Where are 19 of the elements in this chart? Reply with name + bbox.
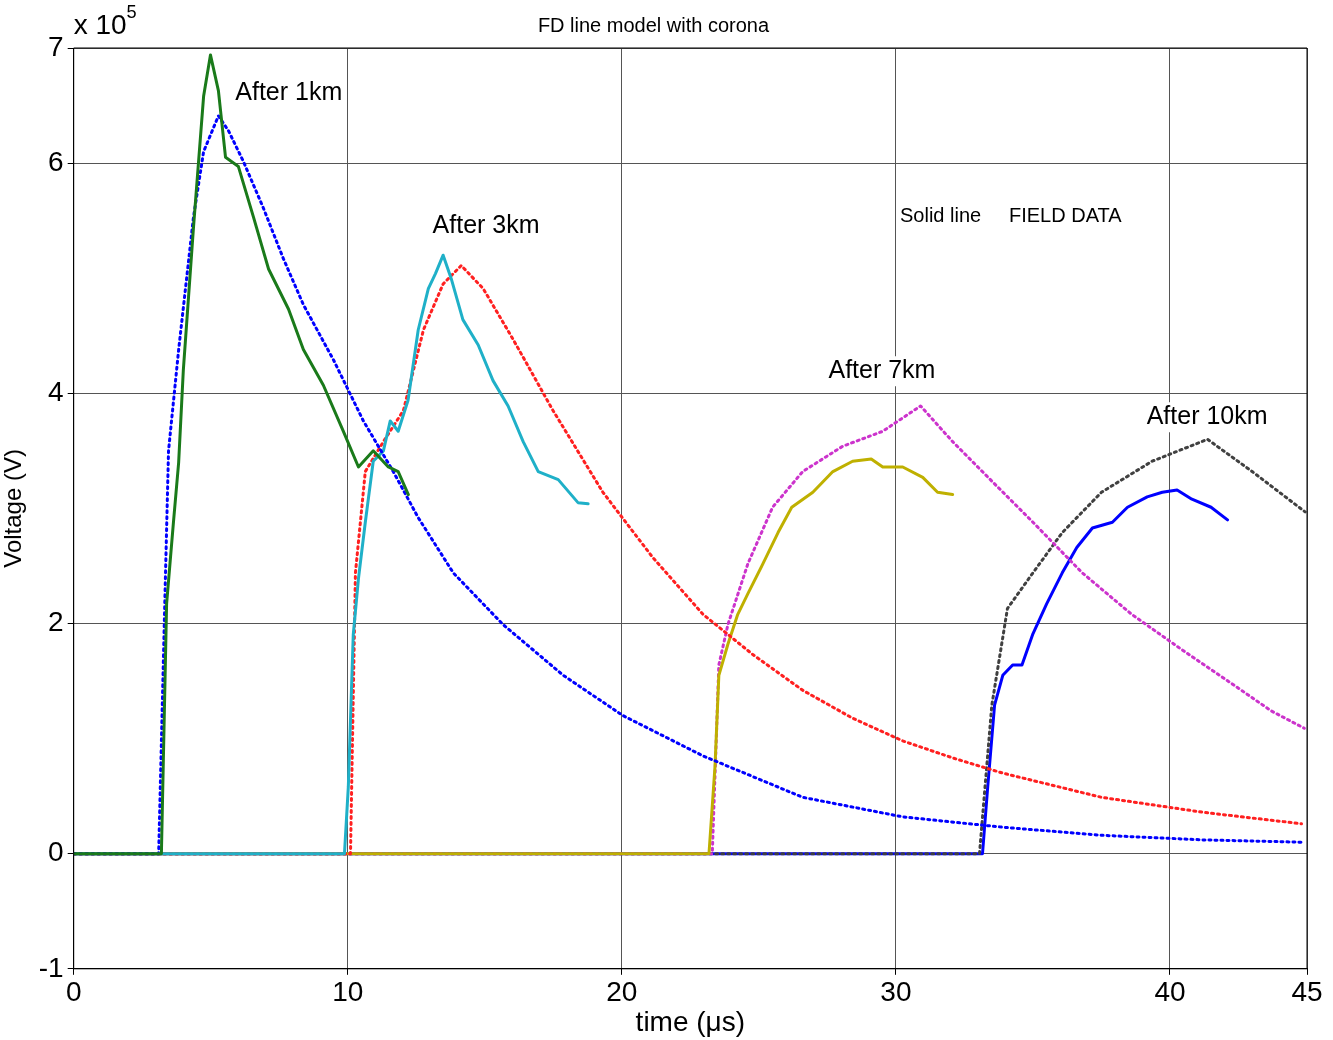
x-tick-label: 20 (606, 976, 638, 1008)
annotation: After 3km (432, 209, 540, 238)
x-tick-label: 30 (880, 976, 912, 1008)
x-axis-title: time (μs) (635, 1005, 746, 1037)
y-tick-label: 7 (48, 30, 64, 62)
y-tick-label: -1 (38, 951, 64, 983)
annotation: Solid line FIELD DATA (900, 204, 1123, 227)
x-tick-label: 10 (332, 976, 364, 1008)
annotation: After 1km (235, 77, 343, 106)
chart-title: FD line model with corona (537, 13, 770, 36)
x-tick-label: 45 (1291, 976, 1323, 1008)
y-tick-label: 4 (48, 376, 64, 408)
x-tick-label: 40 (1154, 976, 1186, 1008)
annotation: After 7km (828, 355, 936, 384)
y-tick-label: 0 (48, 836, 64, 868)
y-axis-title: Voltage (V) (0, 449, 27, 568)
annotation: After 10km (1146, 401, 1268, 430)
y-tick-label: 2 (48, 606, 64, 638)
y-tick-label: 6 (48, 145, 64, 177)
